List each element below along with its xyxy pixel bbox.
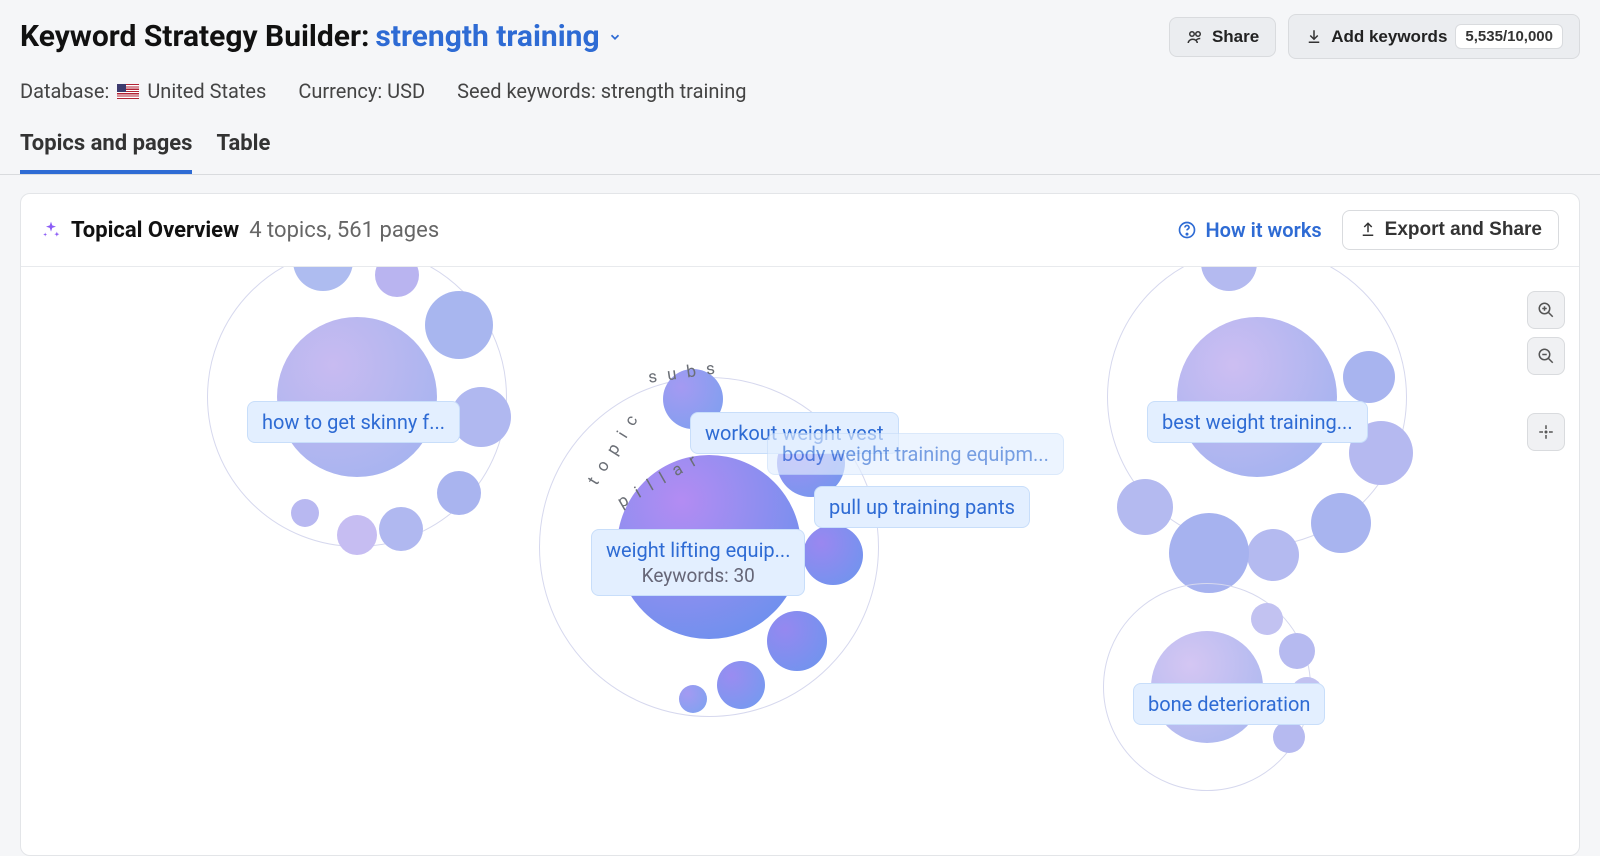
- chevron-down-icon: [608, 30, 622, 44]
- zoom-in-icon: [1537, 301, 1555, 319]
- satellite-bubble[interactable]: [425, 291, 493, 359]
- export-label: Export and Share: [1385, 219, 1542, 241]
- panel-title: Topical Overview: [71, 218, 239, 243]
- topic-chip[interactable]: bone deterioration: [1133, 683, 1325, 725]
- seed-meta: Seed keywords: strength training: [457, 79, 746, 103]
- how-it-works-label: How it works: [1205, 218, 1321, 242]
- visualization-canvas[interactable]: how to get skinny f...s u b st o p i cp …: [21, 267, 1579, 855]
- satellite-bubble[interactable]: [1247, 529, 1299, 581]
- topic-chip[interactable]: how to get skinny f...: [247, 401, 460, 443]
- recenter-icon: [1537, 423, 1555, 441]
- satellite-bubble[interactable]: [1279, 633, 1315, 669]
- export-button[interactable]: Export and Share: [1342, 210, 1559, 250]
- us-flag-icon: [117, 84, 139, 99]
- keyword-text: strength training: [375, 19, 599, 54]
- share-icon: [1186, 28, 1204, 46]
- tab-table[interactable]: Table: [216, 131, 270, 174]
- tab-bar: Topics and pages Table: [0, 131, 1600, 175]
- satellite-bubble[interactable]: [1273, 721, 1305, 753]
- satellite-bubble[interactable]: [437, 471, 481, 515]
- chip-label: bone deterioration: [1148, 692, 1310, 716]
- satellite-bubble[interactable]: [337, 515, 377, 555]
- sparkle-icon: [41, 220, 61, 240]
- zoom-in-button[interactable]: [1527, 291, 1565, 329]
- satellite-bubble[interactable]: [1251, 603, 1283, 635]
- topic-chip[interactable]: best weight training...: [1147, 401, 1368, 443]
- add-keywords-button[interactable]: Add keywords 5,535/10,000: [1288, 14, 1580, 59]
- tab-topics[interactable]: Topics and pages: [20, 131, 192, 174]
- how-it-works-link[interactable]: How it works: [1177, 218, 1321, 242]
- add-keywords-label: Add keywords: [1331, 27, 1447, 47]
- keyword-dropdown[interactable]: strength training: [375, 19, 621, 54]
- zoom-out-button[interactable]: [1527, 337, 1565, 375]
- satellite-bubble[interactable]: [679, 685, 707, 713]
- chip-label: best weight training...: [1162, 410, 1353, 434]
- topical-overview-panel: Topical Overview 4 topics, 561 pages How…: [20, 193, 1580, 856]
- satellite-bubble[interactable]: [291, 499, 319, 527]
- topic-chip[interactable]: body weight training equipm...: [767, 433, 1064, 475]
- satellite-bubble[interactable]: [1117, 479, 1173, 535]
- panel-subtitle: 4 topics, 561 pages: [249, 218, 439, 243]
- pillar-bubble[interactable]: [1177, 317, 1337, 477]
- share-label: Share: [1212, 27, 1259, 47]
- database-value: United States: [147, 79, 266, 103]
- chip-label: weight lifting equip...: [606, 538, 790, 562]
- page-title: Keyword Strategy Builder:: [20, 19, 369, 54]
- satellite-bubble[interactable]: [717, 661, 765, 709]
- topic-chip[interactable]: pull up training pants: [814, 486, 1030, 528]
- help-icon: [1177, 220, 1197, 240]
- share-button[interactable]: Share: [1169, 17, 1276, 57]
- pillar-bubble[interactable]: [277, 317, 437, 477]
- chip-label: pull up training pants: [829, 495, 1015, 519]
- zoom-out-icon: [1537, 347, 1555, 365]
- satellite-bubble[interactable]: [1343, 351, 1395, 403]
- topic-chip[interactable]: weight lifting equip...Keywords: 30: [591, 529, 805, 596]
- satellite-bubble[interactable]: [379, 507, 423, 551]
- chip-sublabel: Keywords: 30: [606, 564, 790, 587]
- chip-label: body weight training equipm...: [782, 442, 1049, 466]
- satellite-bubble[interactable]: [767, 611, 827, 671]
- database-label: Database:: [20, 79, 109, 103]
- upload-icon: [1359, 221, 1377, 239]
- currency-meta: Currency: USD: [298, 79, 425, 103]
- satellite-bubble[interactable]: [803, 525, 863, 585]
- satellite-bubble[interactable]: [1169, 513, 1249, 593]
- database-meta: Database: United States: [20, 79, 266, 103]
- keyword-count-pill: 5,535/10,000: [1455, 24, 1563, 49]
- recenter-button[interactable]: [1527, 413, 1565, 451]
- chip-label: how to get skinny f...: [262, 410, 445, 434]
- satellite-bubble[interactable]: [1311, 493, 1371, 553]
- download-icon: [1305, 28, 1323, 46]
